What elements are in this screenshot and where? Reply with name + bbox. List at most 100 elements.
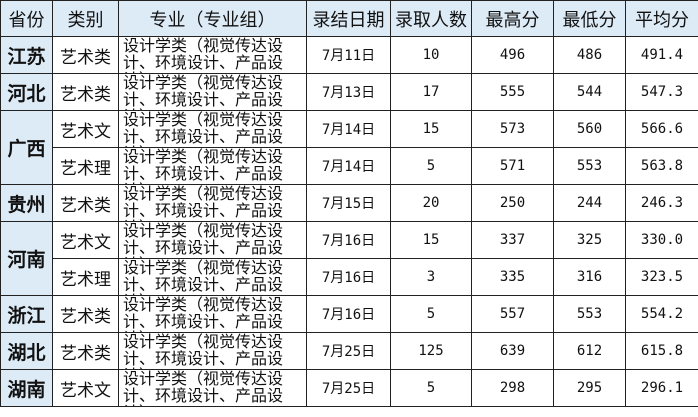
province-cell: 江苏 bbox=[0, 36, 53, 74]
header-category: 类别 bbox=[52, 0, 119, 37]
province-cell: 河北 bbox=[0, 73, 53, 111]
major-cell: 设计学类（视觉传达设计、环境设计、产品设计） bbox=[118, 221, 307, 259]
avg-score-cell: 491.4 bbox=[625, 36, 698, 74]
avg-score-cell: 615.8 bbox=[625, 332, 698, 370]
major-text: 设计学类（视觉传达设计、环境设计、产品设计） bbox=[123, 222, 284, 258]
admitted-cell: 15 bbox=[390, 110, 472, 148]
province-cell: 河南 bbox=[0, 221, 53, 296]
category-cell: 艺术类 bbox=[52, 73, 119, 111]
avg-score-cell: 563.8 bbox=[625, 147, 698, 185]
max-score-cell: 639 bbox=[471, 332, 554, 370]
category-cell: 艺术类 bbox=[52, 184, 119, 222]
admitted-cell: 20 bbox=[390, 184, 472, 222]
date-cell: 7月13日 bbox=[306, 73, 391, 111]
min-score-cell: 553 bbox=[553, 295, 626, 333]
header-row: 省份 类别 专业（专业组） 录结日期 录取人数 最高分 最低分 平均分 bbox=[0, 0, 698, 37]
date-cell: 7月25日 bbox=[306, 369, 391, 407]
header-max: 最高分 bbox=[471, 0, 554, 37]
min-score-cell: 612 bbox=[553, 332, 626, 370]
category-cell: 艺术文 bbox=[52, 221, 119, 259]
avg-score-cell: 330.0 bbox=[625, 221, 698, 259]
admitted-cell: 125 bbox=[390, 332, 472, 370]
category-cell: 艺术类 bbox=[52, 36, 119, 74]
date-cell: 7月14日 bbox=[306, 110, 391, 148]
min-score-cell: 325 bbox=[553, 221, 626, 259]
header-admitted: 录取人数 bbox=[390, 0, 472, 37]
min-score-cell: 553 bbox=[553, 147, 626, 185]
min-score-cell: 560 bbox=[553, 110, 626, 148]
major-cell: 设计学类（视觉传达设计、环境设计、产品设计） bbox=[118, 369, 307, 407]
admitted-cell: 3 bbox=[390, 258, 472, 296]
province-cell: 贵州 bbox=[0, 184, 53, 222]
max-score-cell: 335 bbox=[471, 258, 554, 296]
admitted-cell: 10 bbox=[390, 36, 472, 74]
min-score-cell: 544 bbox=[553, 73, 626, 111]
admitted-cell: 17 bbox=[390, 73, 472, 111]
major-text: 设计学类（视觉传达设计、环境设计、产品设计） bbox=[123, 37, 284, 73]
admitted-cell: 15 bbox=[390, 221, 472, 259]
province-cell: 广西 bbox=[0, 110, 53, 185]
avg-score-cell: 566.6 bbox=[625, 110, 698, 148]
header-avg: 平均分 bbox=[625, 0, 698, 37]
max-score-cell: 573 bbox=[471, 110, 554, 148]
date-cell: 7月25日 bbox=[306, 332, 391, 370]
admitted-cell: 5 bbox=[390, 295, 472, 333]
max-score-cell: 250 bbox=[471, 184, 554, 222]
major-cell: 设计学类（视觉传达设计、环境设计、产品设计） bbox=[118, 36, 307, 74]
major-text: 设计学类（视觉传达设计、环境设计、产品设计） bbox=[123, 74, 284, 110]
province-cell: 湖南 bbox=[0, 369, 53, 407]
major-cell: 设计学类（视觉传达设计、环境设计、产品设计） bbox=[118, 110, 307, 148]
admitted-cell: 5 bbox=[390, 369, 472, 407]
max-score-cell: 571 bbox=[471, 147, 554, 185]
min-score-cell: 244 bbox=[553, 184, 626, 222]
max-score-cell: 298 bbox=[471, 369, 554, 407]
major-text: 设计学类（视觉传达设计、环境设计、产品设计） bbox=[123, 148, 284, 184]
header-province: 省份 bbox=[0, 0, 53, 37]
date-cell: 7月11日 bbox=[306, 36, 391, 74]
province-cell: 湖北 bbox=[0, 332, 53, 370]
max-score-cell: 496 bbox=[471, 36, 554, 74]
major-cell: 设计学类（视觉传达设计、环境设计、产品设计） bbox=[118, 184, 307, 222]
date-cell: 7月16日 bbox=[306, 258, 391, 296]
header-date: 录结日期 bbox=[306, 0, 391, 37]
max-score-cell: 555 bbox=[471, 73, 554, 111]
major-text: 设计学类（视觉传达设计、环境设计、产品设计） bbox=[123, 333, 284, 369]
avg-score-cell: 246.3 bbox=[625, 184, 698, 222]
category-cell: 艺术类 bbox=[52, 332, 119, 370]
min-score-cell: 295 bbox=[553, 369, 626, 407]
min-score-cell: 486 bbox=[553, 36, 626, 74]
admitted-cell: 5 bbox=[390, 147, 472, 185]
category-cell: 艺术类 bbox=[52, 295, 119, 333]
date-cell: 7月15日 bbox=[306, 184, 391, 222]
date-cell: 7月14日 bbox=[306, 147, 391, 185]
major-cell: 设计学类（视觉传达设计、环境设计、产品设计） bbox=[118, 332, 307, 370]
avg-score-cell: 547.3 bbox=[625, 73, 698, 111]
category-cell: 艺术文 bbox=[52, 110, 119, 148]
header-min: 最低分 bbox=[553, 0, 626, 37]
table-row: 湖北艺术类设计学类（视觉传达设计、环境设计、产品设计）7月25日12563961… bbox=[0, 332, 698, 370]
date-cell: 7月16日 bbox=[306, 221, 391, 259]
category-cell: 艺术理 bbox=[52, 147, 119, 185]
major-cell: 设计学类（视觉传达设计、环境设计、产品设计） bbox=[118, 258, 307, 296]
category-cell: 艺术文 bbox=[52, 369, 119, 407]
admission-scores-table: 省份 类别 专业（专业组） 录结日期 录取人数 最高分 最低分 平均分 江苏 艺术… bbox=[0, 0, 698, 407]
category-cell: 艺术理 bbox=[52, 258, 119, 296]
min-score-cell: 316 bbox=[553, 258, 626, 296]
date-cell: 7月16日 bbox=[306, 295, 391, 333]
avg-score-cell: 296.1 bbox=[625, 369, 698, 407]
major-text: 设计学类（视觉传达设计、环境设计、产品设计） bbox=[123, 185, 284, 221]
header-major: 专业（专业组） bbox=[118, 0, 307, 37]
major-text: 设计学类（视觉传达设计、环境设计、产品设计） bbox=[123, 111, 284, 147]
major-text: 设计学类（视觉传达设计、环境设计、产品设计） bbox=[123, 370, 284, 406]
avg-score-cell: 323.5 bbox=[625, 258, 698, 296]
major-cell: 设计学类（视觉传达设计、环境设计、产品设计） bbox=[118, 295, 307, 333]
